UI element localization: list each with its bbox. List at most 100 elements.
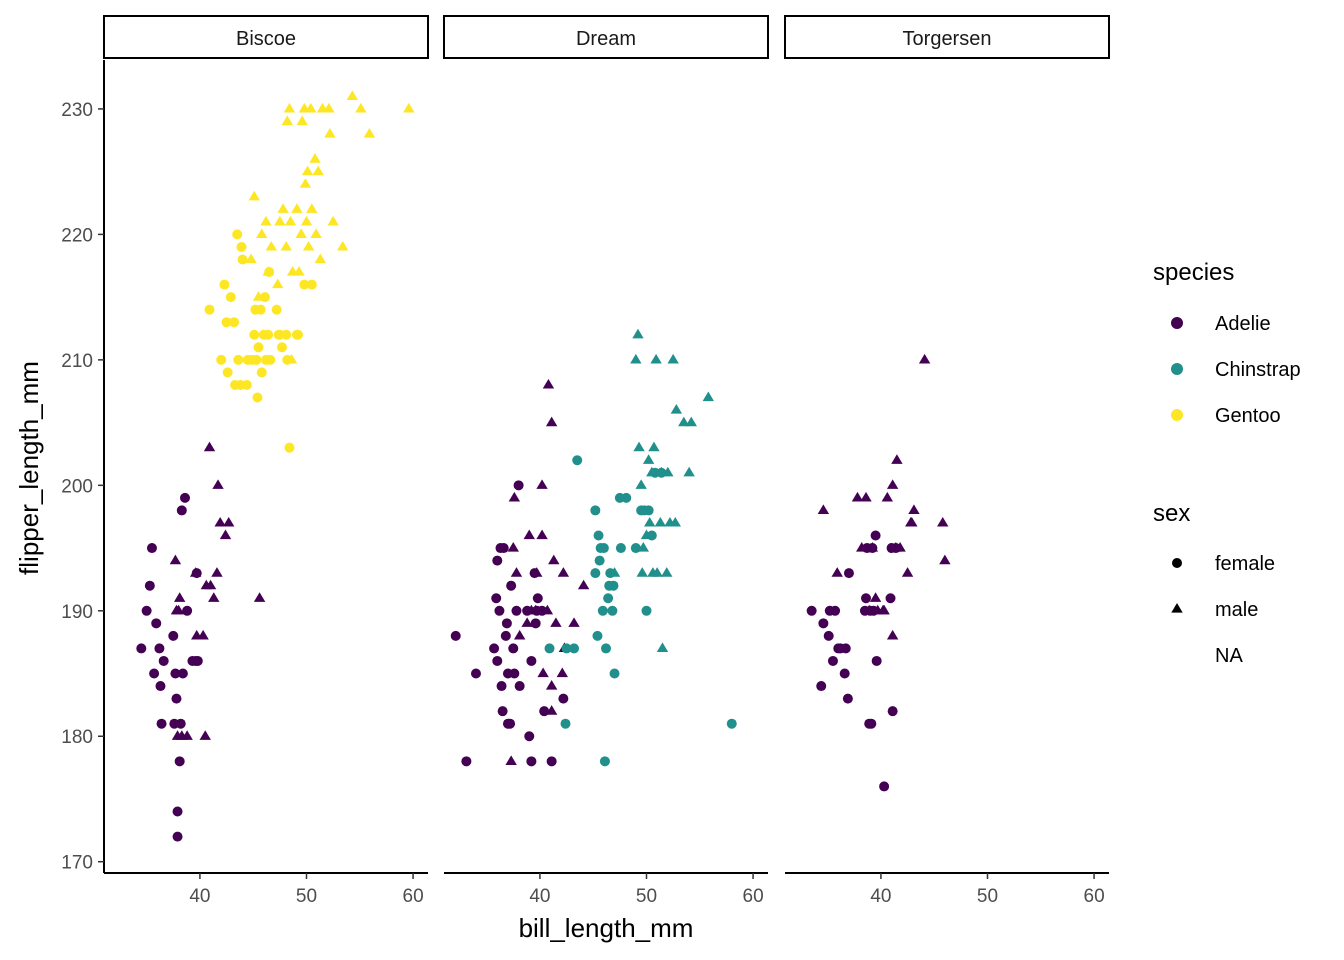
point-chinstrap-male — [632, 328, 644, 339]
point-chinstrap-female — [607, 605, 618, 616]
point-adelie-female — [506, 580, 517, 591]
x-tick-label: 60 — [743, 886, 764, 907]
point-adelie-male — [831, 567, 843, 577]
point-chinstrap-female — [592, 630, 603, 641]
point-adelie-female — [532, 593, 543, 604]
point-chinstrap-male — [643, 516, 656, 527]
point-adelie-female — [526, 655, 537, 666]
point-adelie-male — [557, 567, 570, 577]
point-chinstrap-female — [594, 555, 605, 566]
point-gentoo-male — [245, 253, 257, 264]
point-adelie-male — [169, 554, 182, 565]
strip-label: Torgersen — [903, 28, 992, 50]
point-adelie-female — [177, 668, 188, 679]
point-adelie-male — [891, 454, 903, 464]
point-adelie-male — [908, 504, 920, 515]
point-gentoo-female — [299, 279, 310, 290]
point-gentoo-male — [262, 266, 274, 276]
point-adelie-male — [894, 542, 906, 552]
point-chinstrap-male — [608, 567, 621, 577]
point-adelie-male — [548, 554, 560, 565]
point-gentoo-female — [255, 304, 266, 315]
point-adelie-female — [172, 831, 183, 842]
legend-key-male — [1171, 603, 1183, 613]
point-chinstrap-female — [597, 605, 608, 616]
point-adelie-female — [830, 605, 841, 616]
point-gentoo-female — [276, 342, 287, 353]
x-tick-label: 50 — [296, 886, 317, 907]
point-adelie-male — [212, 479, 224, 489]
point-adelie-male — [939, 554, 951, 565]
point-chinstrap-female — [569, 643, 580, 654]
y-tick-label: 210 — [61, 351, 93, 372]
point-gentoo-male — [309, 153, 321, 163]
point-adelie-female — [558, 693, 569, 704]
point-adelie-male — [545, 705, 558, 715]
point-gentoo-female — [229, 317, 240, 328]
point-gentoo-male — [296, 115, 308, 126]
point-gentoo-male — [295, 228, 307, 238]
legend-label-adelie: Adelie — [1215, 313, 1271, 335]
point-gentoo-male — [327, 215, 339, 226]
point-gentoo-female — [233, 354, 244, 365]
point-gentoo-female — [241, 379, 252, 390]
point-chinstrap-female — [590, 505, 601, 516]
point-adelie-female — [498, 543, 509, 554]
point-adelie-male — [505, 755, 517, 765]
point-adelie-female — [151, 618, 162, 629]
point-adelie-female — [144, 580, 155, 591]
legend-color-title: species — [1153, 259, 1234, 286]
point-chinstrap-male — [648, 441, 660, 452]
point-chinstrap-female — [593, 530, 604, 541]
point-adelie-female — [840, 643, 851, 654]
point-chinstrap-male — [630, 353, 642, 364]
legend-key-gentoo — [1171, 409, 1183, 421]
point-chinstrap-male — [685, 416, 697, 427]
point-adelie-male — [513, 629, 526, 640]
point-gentoo-male — [293, 266, 305, 276]
point-gentoo-male — [305, 102, 317, 113]
y-tick-label: 220 — [61, 225, 93, 246]
point-gentoo-male — [346, 90, 359, 100]
point-chinstrap-female — [601, 643, 611, 654]
point-adelie-female — [171, 693, 182, 704]
point-chinstrap-female — [561, 643, 572, 654]
point-chinstrap-male — [683, 466, 695, 477]
point-adelie-female — [180, 492, 190, 503]
point-adelie-male — [537, 667, 549, 678]
point-gentoo-female — [221, 317, 232, 328]
point-gentoo-male — [284, 215, 297, 226]
x-tick-label: 40 — [529, 886, 550, 907]
point-adelie-male — [536, 479, 548, 489]
point-adelie-female — [141, 605, 152, 616]
point-adelie-female — [818, 618, 829, 629]
point-gentoo-male — [277, 203, 289, 213]
facet-panels: Biscoe 40 50 60 170 180 190 200 210 220 230 Dream 40… — [61, 15, 1110, 907]
point-adelie-male — [203, 441, 216, 452]
point-gentoo-male — [310, 228, 322, 238]
strip-box — [784, 15, 1110, 59]
point-chinstrap-male — [646, 466, 658, 477]
point-adelie-female — [470, 668, 481, 679]
point-gentoo-male — [260, 215, 272, 226]
point-gentoo-male — [363, 128, 376, 138]
point-gentoo-female — [216, 354, 227, 365]
point-adelie-male — [222, 516, 235, 527]
point-adelie-male — [197, 629, 209, 640]
point-gentoo-female — [222, 367, 233, 378]
point-chinstrap-female — [615, 543, 626, 554]
point-gentoo-male — [283, 102, 296, 113]
point-adelie-female — [839, 668, 850, 679]
point-adelie-female — [158, 655, 169, 666]
point-gentoo-female — [253, 342, 264, 353]
point-adelie-male — [851, 491, 864, 502]
point-chinstrap-male — [633, 441, 645, 452]
point-adelie-female — [806, 605, 817, 616]
point-chinstrap-male — [647, 567, 659, 577]
point-adelie-female — [513, 480, 524, 491]
point-chinstrap-male — [656, 642, 669, 653]
point-adelie-female — [491, 593, 502, 604]
legend-label-chinstrap: Chinstrap — [1215, 359, 1301, 381]
point-adelie-female — [514, 681, 525, 692]
point-chinstrap-male — [654, 516, 667, 527]
